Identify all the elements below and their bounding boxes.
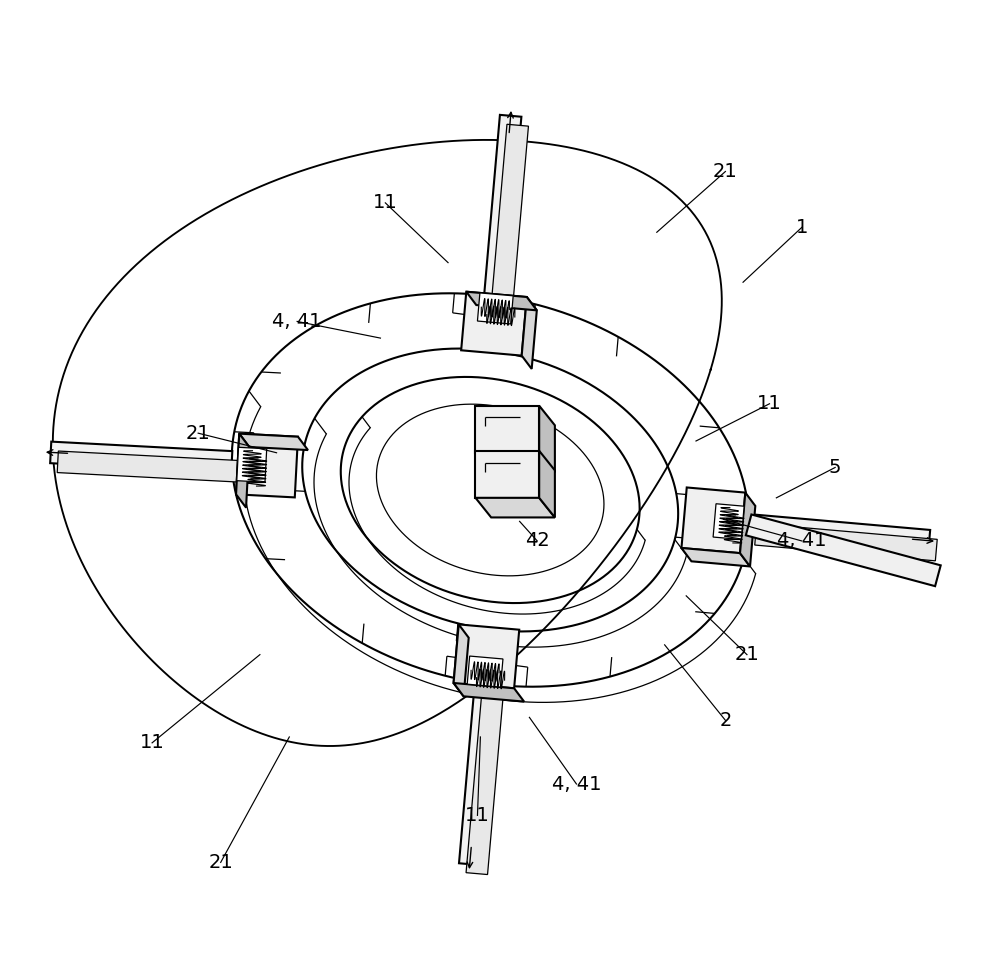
Polygon shape — [454, 624, 519, 688]
Polygon shape — [713, 504, 744, 540]
Text: 2: 2 — [719, 710, 732, 730]
Text: 5: 5 — [829, 458, 841, 477]
Polygon shape — [539, 406, 555, 472]
Polygon shape — [748, 514, 930, 552]
Text: 4, 41: 4, 41 — [272, 312, 322, 331]
Text: 11: 11 — [373, 193, 398, 213]
Polygon shape — [522, 297, 537, 368]
Text: 11: 11 — [140, 733, 164, 753]
Polygon shape — [236, 434, 298, 498]
Polygon shape — [237, 447, 267, 482]
Polygon shape — [477, 293, 513, 324]
Polygon shape — [467, 656, 503, 687]
Polygon shape — [461, 292, 527, 356]
Polygon shape — [50, 442, 232, 472]
Text: 11: 11 — [465, 806, 490, 825]
Text: 21: 21 — [713, 162, 738, 181]
Polygon shape — [484, 115, 521, 297]
Polygon shape — [466, 292, 537, 311]
Text: 21: 21 — [186, 423, 211, 443]
Polygon shape — [476, 453, 555, 472]
Polygon shape — [236, 434, 249, 508]
Text: 42: 42 — [525, 531, 550, 551]
Text: 11: 11 — [757, 394, 782, 414]
Polygon shape — [57, 451, 239, 482]
Text: 1: 1 — [796, 218, 808, 237]
Text: 4, 41: 4, 41 — [552, 774, 601, 794]
Text: 4, 41: 4, 41 — [777, 531, 827, 551]
Text: 21: 21 — [208, 853, 233, 872]
Polygon shape — [459, 683, 496, 865]
Polygon shape — [755, 523, 937, 561]
Polygon shape — [476, 498, 555, 517]
Polygon shape — [491, 124, 528, 307]
Text: 21: 21 — [735, 645, 759, 664]
Polygon shape — [476, 406, 539, 453]
Polygon shape — [239, 434, 308, 450]
Polygon shape — [681, 548, 750, 566]
Polygon shape — [740, 493, 755, 566]
Polygon shape — [681, 487, 745, 553]
Polygon shape — [454, 683, 524, 702]
Polygon shape — [454, 624, 469, 697]
Polygon shape — [746, 514, 941, 586]
Polygon shape — [466, 692, 503, 874]
Polygon shape — [539, 451, 555, 517]
Polygon shape — [476, 451, 539, 498]
